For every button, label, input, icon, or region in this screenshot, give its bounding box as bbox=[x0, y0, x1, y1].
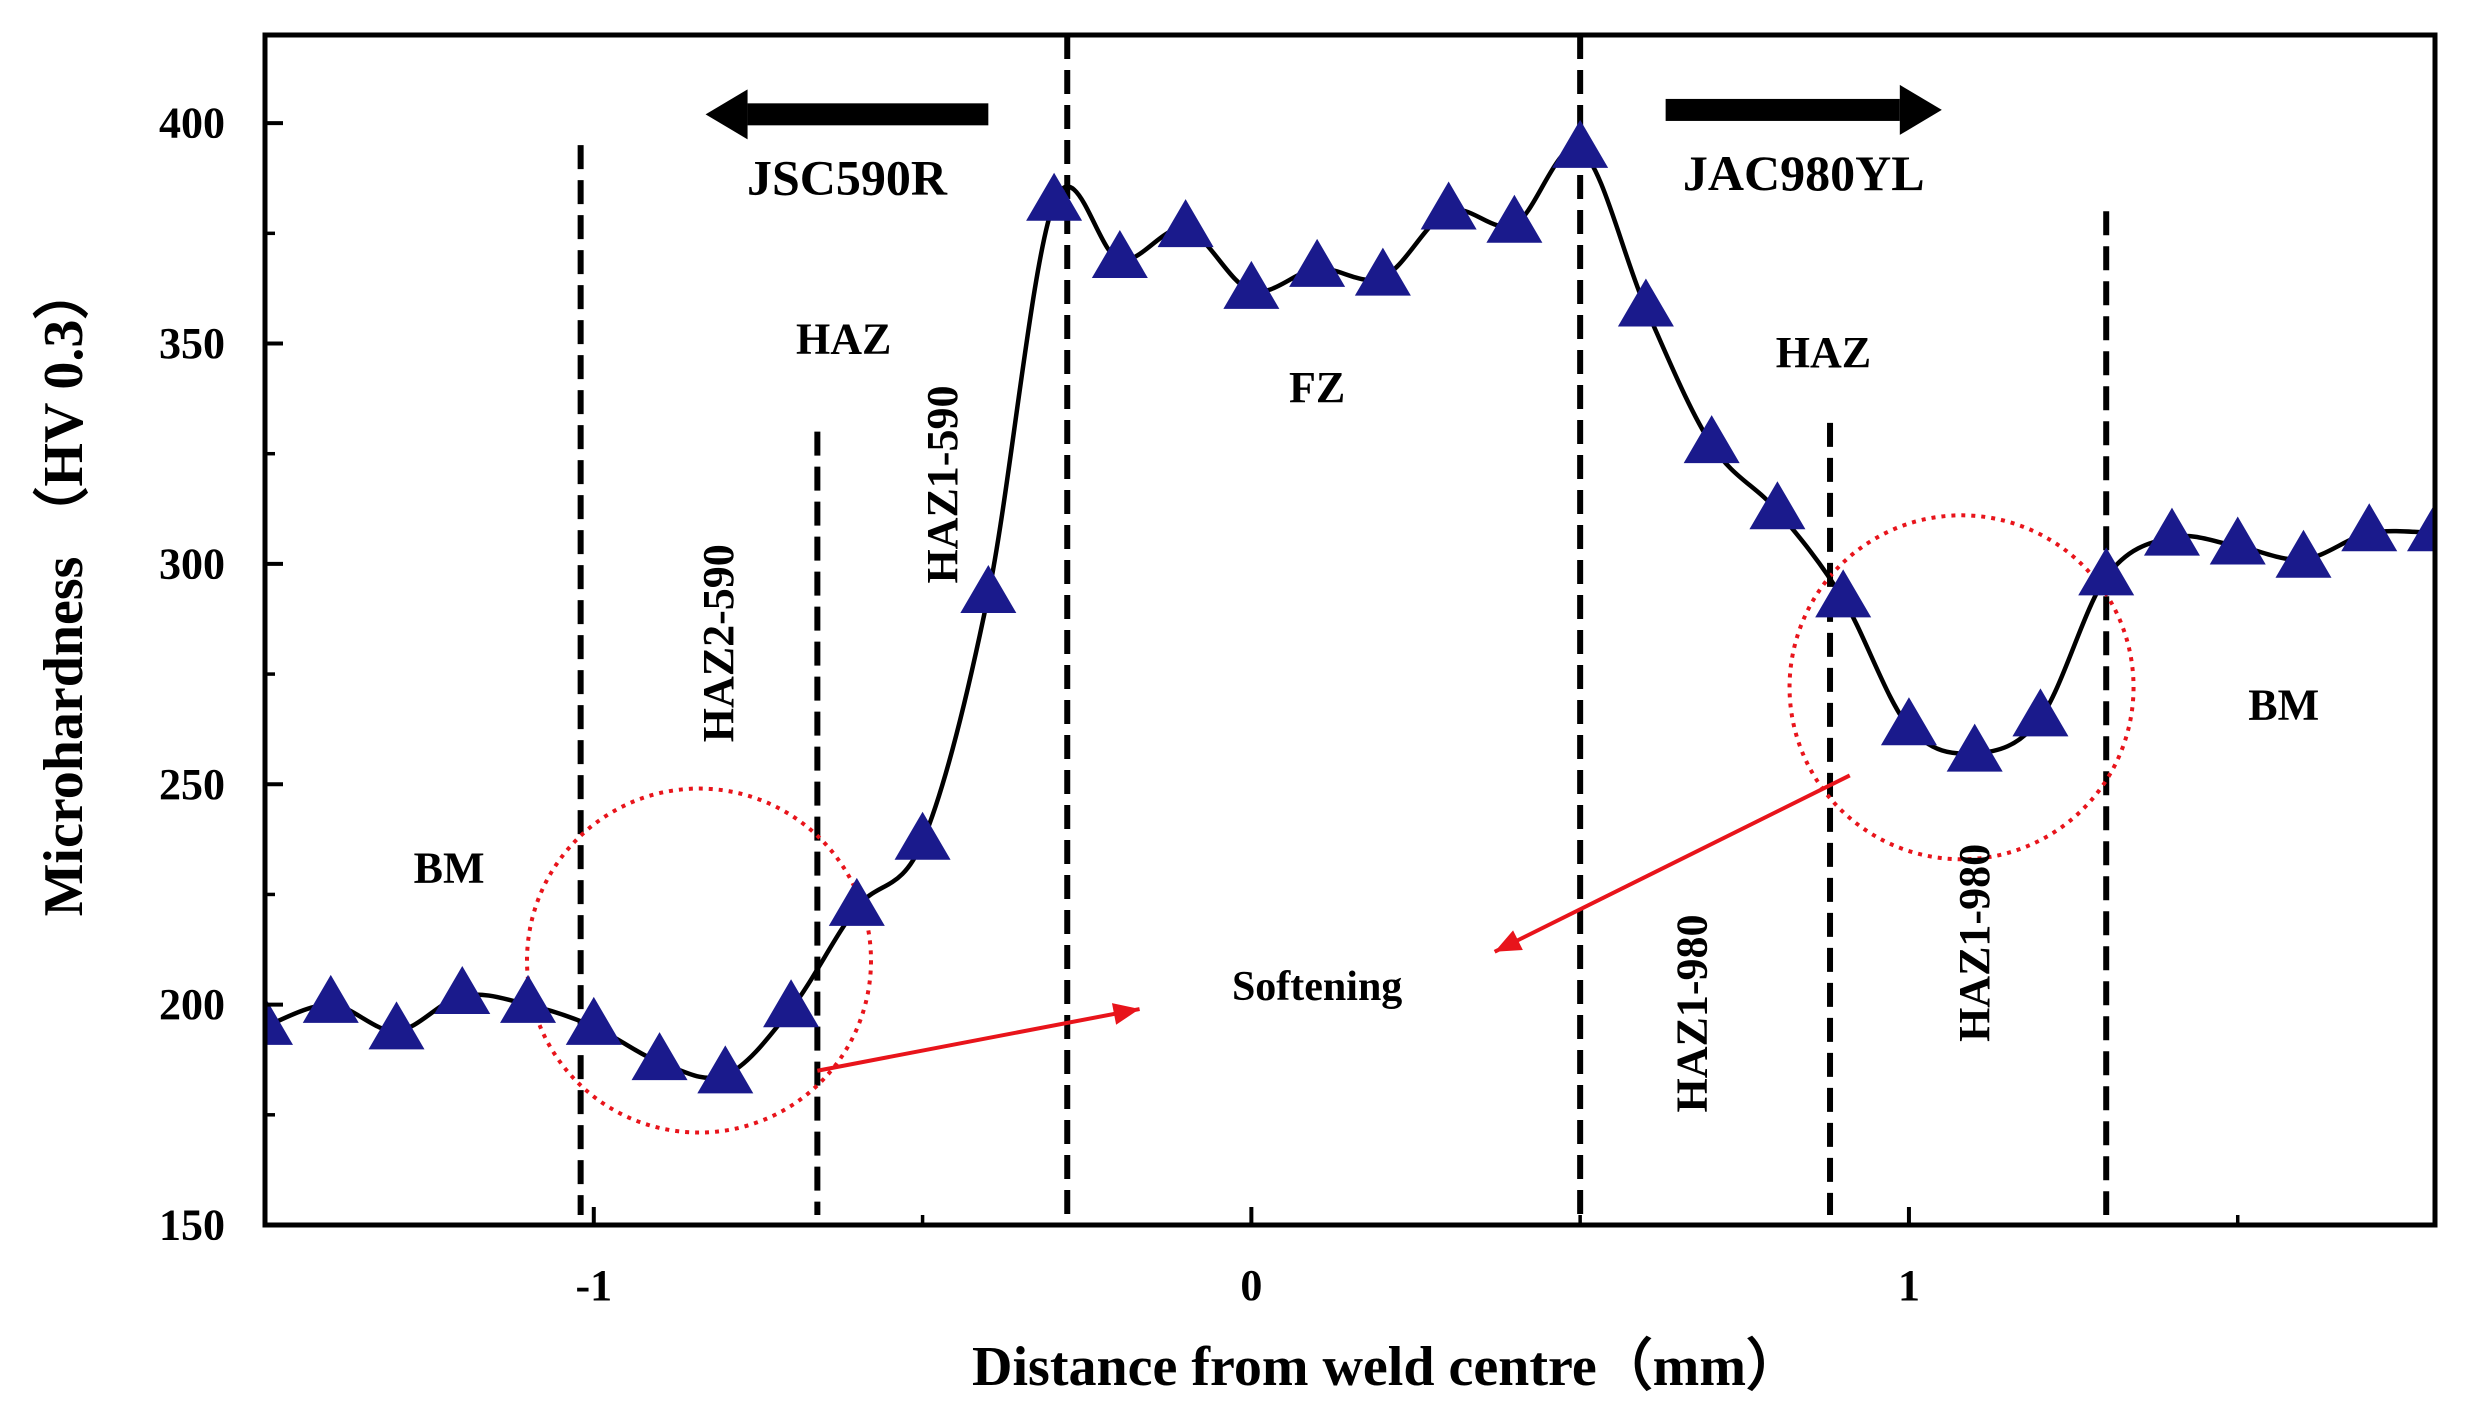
x-tick-label: 1 bbox=[1898, 1261, 1920, 1310]
softening-pointer-line bbox=[1493, 773, 1851, 954]
y-tick-label: 200 bbox=[159, 980, 225, 1029]
rotated-region-label: HAZ1-590 bbox=[918, 386, 967, 584]
data-point-marker bbox=[1749, 481, 1806, 530]
x-tick-label: 0 bbox=[1240, 1261, 1262, 1310]
data-series bbox=[265, 119, 2435, 1094]
direction-arrow-label: JSC590R bbox=[747, 149, 948, 205]
data-point-marker bbox=[1617, 278, 1674, 327]
data-point-marker bbox=[697, 1045, 754, 1094]
data-point-marker bbox=[1486, 194, 1543, 243]
data-point-marker bbox=[302, 974, 359, 1023]
softening-pointer-head bbox=[1111, 1003, 1140, 1025]
rotated-region-label: HAZ1-980 bbox=[1950, 844, 1999, 1042]
data-point-marker bbox=[1223, 260, 1280, 309]
data-point-marker bbox=[368, 1001, 425, 1050]
data-point-marker bbox=[763, 979, 820, 1028]
data-point-marker bbox=[1420, 181, 1477, 230]
y-tick-label: 150 bbox=[159, 1201, 225, 1250]
axes: 150 200 250 300 350 400 -1 0 1 bbox=[159, 32, 2438, 1310]
data-point-marker bbox=[631, 1032, 688, 1081]
y-axis-title: Microhardness （HV 0.3） bbox=[32, 264, 95, 917]
data-point-marker bbox=[2012, 688, 2069, 737]
softening-pointer-line bbox=[816, 1007, 1140, 1073]
softening-pointer-head bbox=[1494, 930, 1523, 952]
softening-circle bbox=[1787, 513, 2136, 862]
data-point-marker bbox=[1289, 238, 1346, 287]
zone-boundaries bbox=[577, 35, 2110, 1225]
data-point-marker bbox=[1552, 119, 1609, 168]
y-tick-label: 400 bbox=[159, 99, 225, 148]
data-point-marker bbox=[2143, 507, 2200, 556]
data-point-marker bbox=[2078, 547, 2135, 596]
softening-circle bbox=[525, 786, 873, 1135]
data-point-marker bbox=[434, 966, 491, 1015]
region-label: HAZ bbox=[1776, 328, 1871, 377]
region-label: Softening bbox=[1232, 964, 1402, 1010]
data-point-marker bbox=[1683, 415, 1740, 464]
region-label: BM bbox=[2248, 680, 2319, 729]
data-point-marker bbox=[2275, 529, 2332, 578]
region-label: HAZ bbox=[796, 315, 891, 364]
region-labels: HAZ FZ HAZ BM BM Softening HAZ2-590 HAZ1-590 HAZ… bbox=[414, 315, 2320, 1113]
data-point-marker bbox=[1880, 697, 1937, 746]
data-point-marker bbox=[894, 811, 951, 860]
direction-arrow-shaft bbox=[747, 103, 989, 126]
direction-arrow-head bbox=[705, 89, 748, 140]
data-point-marker bbox=[960, 564, 1017, 613]
data-point-marker bbox=[1354, 247, 1411, 296]
softening-circles bbox=[525, 513, 2136, 1135]
direction-arrow-shaft bbox=[1665, 98, 1900, 121]
data-point-marker bbox=[1026, 172, 1083, 221]
x-axis-title: Distance from weld centre（mm） bbox=[972, 1335, 1802, 1398]
softening-pointers bbox=[816, 773, 1851, 1073]
rotated-region-label: HAZ2-590 bbox=[694, 544, 743, 742]
direction-arrow-head bbox=[1899, 84, 1942, 135]
data-point-marker bbox=[1091, 230, 1148, 279]
data-point-marker bbox=[2407, 503, 2435, 552]
series-line bbox=[265, 145, 2435, 1081]
data-point-marker bbox=[2341, 503, 2398, 552]
data-point-marker bbox=[265, 996, 293, 1045]
data-point-marker bbox=[828, 877, 885, 926]
region-label: FZ bbox=[1289, 363, 1345, 412]
data-point-marker bbox=[500, 974, 557, 1023]
plot-frame bbox=[262, 32, 2438, 1228]
y-tick-label: 350 bbox=[159, 319, 225, 368]
y-tick-label: 300 bbox=[159, 539, 225, 588]
y-tick-label: 250 bbox=[159, 760, 225, 809]
direction-arrow-label: JAC980YL bbox=[1683, 145, 1925, 201]
rotated-region-label: HAZ1-980 bbox=[1667, 914, 1716, 1112]
region-label: BM bbox=[414, 844, 485, 893]
data-point-marker bbox=[2209, 516, 2266, 565]
data-point-marker bbox=[1815, 569, 1872, 618]
direction-arrows: JSC590R JAC980YL bbox=[705, 84, 1942, 205]
x-tick-label: -1 bbox=[575, 1261, 612, 1310]
data-point-marker bbox=[1946, 723, 2003, 772]
data-point-marker bbox=[565, 996, 622, 1045]
data-point-marker bbox=[1157, 199, 1214, 248]
